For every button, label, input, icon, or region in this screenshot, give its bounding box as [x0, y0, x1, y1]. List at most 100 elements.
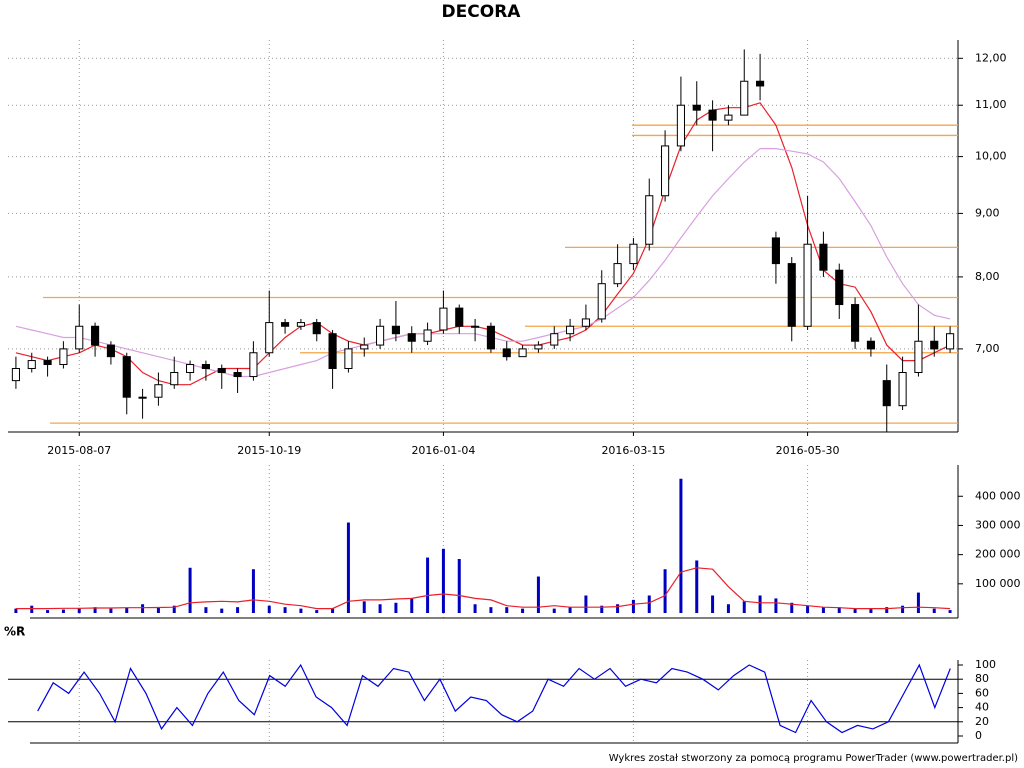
volume-bar: [821, 607, 825, 613]
volume-bar: [901, 605, 905, 613]
y-tick-label: 20: [975, 715, 989, 728]
y-tick-label: 9,00: [975, 206, 1000, 219]
volume-average: [15, 567, 951, 610]
volume-bar: [109, 608, 113, 613]
candle-body: [756, 80, 765, 87]
candle-body: [27, 360, 36, 370]
volume-bar: [426, 557, 430, 613]
volume-bar: [774, 598, 778, 613]
candle-body: [11, 368, 20, 382]
y-tick-label: 300 000: [975, 518, 1021, 531]
volume-bar: [631, 599, 635, 613]
volume-bar: [726, 604, 730, 613]
candle-body: [692, 104, 701, 111]
candle-body: [360, 344, 369, 350]
candle-body: [296, 322, 305, 327]
volume-bar: [299, 608, 303, 613]
volume-bar: [14, 608, 18, 613]
volume-bar: [916, 592, 920, 613]
volume-bar: [584, 595, 588, 613]
candle-body: [455, 307, 464, 327]
volume-bar: [885, 607, 889, 613]
x-tick-label: 2016-03-15: [601, 444, 665, 457]
y-tick-label: 7,00: [975, 342, 1000, 355]
y-tick-label: 80: [975, 672, 989, 685]
x-tick-label: 2015-10-19: [237, 444, 301, 457]
candle-body: [613, 263, 622, 285]
volume-bar: [679, 478, 683, 613]
volume-bar: [156, 607, 160, 613]
y-tick-label: 60: [975, 686, 989, 699]
candle-body: [201, 364, 210, 370]
candle-body: [787, 263, 796, 327]
candle-body: [708, 109, 717, 121]
candle-body: [265, 322, 274, 354]
candle-body: [75, 325, 84, 350]
candle-body: [376, 325, 385, 346]
candle-body: [930, 340, 939, 350]
volume-bar: [220, 608, 224, 613]
volume-bar: [441, 548, 445, 613]
candle-body: [91, 325, 100, 346]
candle-body: [502, 348, 511, 358]
volume-bar: [204, 607, 208, 613]
y-tick-label: 8,00: [975, 270, 1000, 283]
volume-bar: [790, 602, 794, 613]
volume-bar: [315, 610, 319, 613]
volume-bar: [600, 605, 604, 613]
candle-body: [740, 80, 749, 116]
candle-body: [43, 360, 52, 366]
y-tick-label: 11,00: [975, 98, 1007, 111]
volume-bar: [93, 607, 97, 613]
candle-body: [170, 372, 179, 386]
candle-body: [281, 322, 290, 327]
y-tick-label: 400 000: [975, 489, 1021, 502]
volume-bar: [932, 608, 936, 613]
volume-bar: [331, 608, 335, 613]
volume-bar: [616, 604, 620, 613]
y-tick-label: 100: [975, 658, 996, 671]
volume-bar: [853, 608, 857, 613]
volume-bar: [125, 607, 129, 613]
volume-bar: [283, 607, 287, 613]
volume-bar: [46, 610, 50, 613]
chart-title: DECORA: [442, 2, 522, 22]
candle-body: [122, 356, 131, 398]
volume-bar: [869, 608, 873, 613]
volume-bar: [505, 607, 509, 613]
volume-bar: [663, 569, 667, 613]
candle-body: [661, 145, 670, 197]
candle-body: [312, 322, 321, 335]
y-tick-label: 200 000: [975, 548, 1021, 561]
volume-bar: [521, 608, 525, 613]
candle-body: [645, 195, 654, 245]
volume-bar: [172, 605, 176, 613]
footer: Wykres został stworzony za pomocą progra…: [609, 753, 1018, 764]
volume-bar: [806, 605, 810, 613]
candle-body: [59, 348, 68, 366]
volume-bar: [536, 576, 540, 613]
volume-bar: [695, 560, 699, 613]
volume-bar: [236, 607, 240, 613]
volume-bar: [489, 607, 493, 613]
candle-body: [423, 329, 432, 342]
candle-body: [391, 325, 400, 335]
candle-body: [819, 243, 828, 271]
volume-bar: [647, 595, 651, 613]
candle-body: [328, 333, 337, 370]
volume-bar: [267, 605, 271, 613]
moving-average: [15, 148, 951, 378]
x-tick-label: 2015-08-07: [47, 444, 111, 457]
volume-bar: [188, 567, 192, 613]
candle-body: [803, 243, 812, 327]
panel-title: %R: [4, 625, 25, 639]
candle-body: [851, 304, 860, 342]
volume-bar: [837, 607, 841, 613]
volume-bar: [141, 604, 145, 613]
candle-body: [186, 364, 195, 374]
candle-body: [106, 344, 115, 358]
candle-body: [486, 325, 495, 350]
candle-body: [724, 114, 733, 121]
volume-bar: [711, 595, 715, 613]
